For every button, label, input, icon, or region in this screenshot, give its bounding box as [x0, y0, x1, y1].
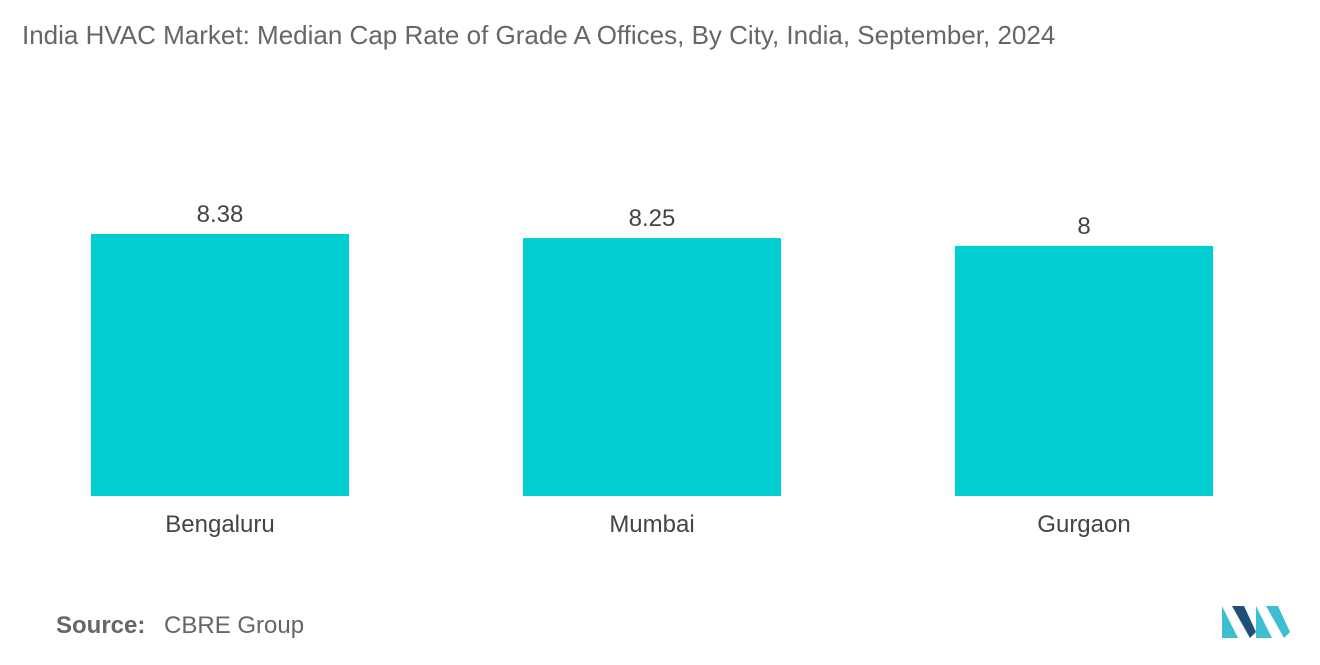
chart-title: India HVAC Market: Median Cap Rate of Gr… [22, 20, 1056, 50]
source-note: Source: CBRE Group [56, 612, 304, 640]
bar-chart: 8.38 Bengaluru 8.25 Mumbai 8 Gurgaon [91, 201, 1213, 538]
bar-gurgaon [955, 245, 1213, 496]
mordor-logo-icon [1222, 606, 1290, 638]
category-label-gurgaon: Gurgaon [1037, 511, 1130, 538]
value-label-mumbai: 8.25 [629, 205, 676, 232]
category-label-mumbai: Mumbai [609, 511, 694, 538]
value-label-gurgaon: 8 [1077, 213, 1090, 240]
source-label: Source: [56, 612, 146, 639]
bar-bengaluru [91, 234, 349, 496]
bar-mumbai [523, 238, 781, 496]
source-value: CBRE Group [164, 612, 305, 639]
value-label-bengaluru: 8.38 [197, 201, 244, 228]
category-label-bengaluru: Bengaluru [165, 511, 274, 538]
